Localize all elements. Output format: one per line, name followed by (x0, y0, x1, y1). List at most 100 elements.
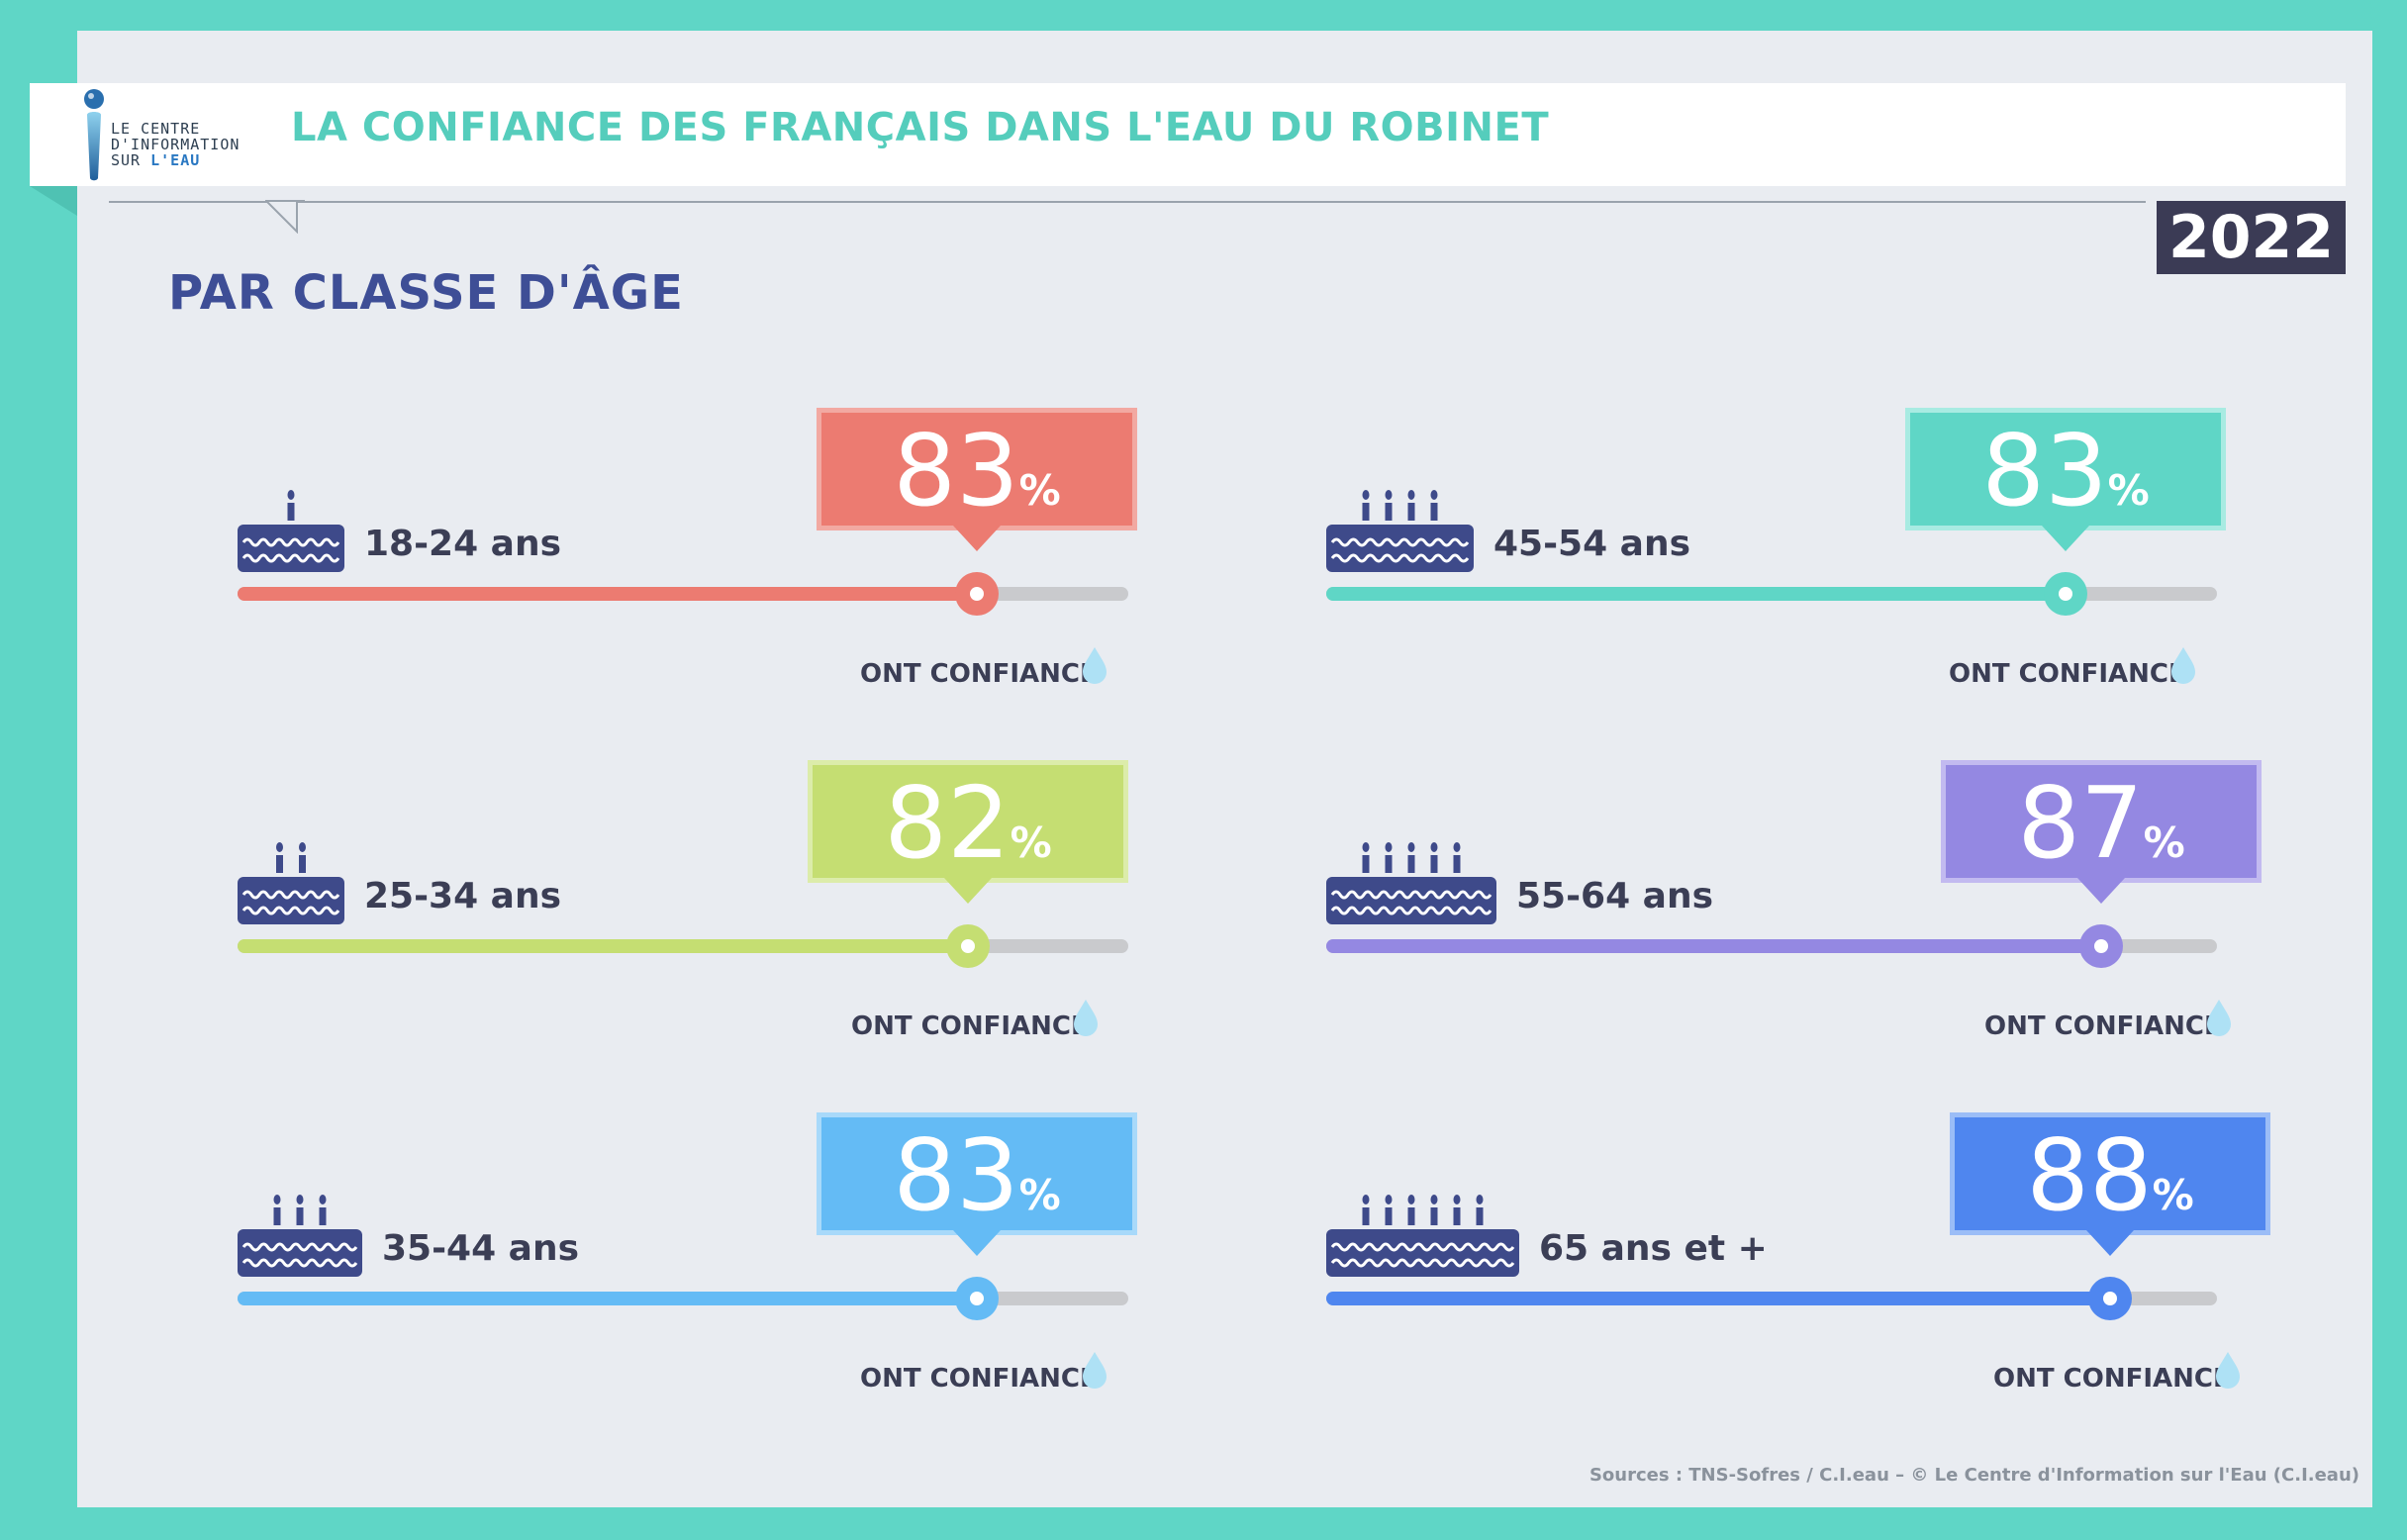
logo-line-2: D'INFORMATION (111, 136, 241, 153)
value-callout: 87% (1941, 760, 2262, 904)
candle-flame (1430, 490, 1438, 500)
cake-body (238, 877, 344, 924)
candle (1476, 1207, 1484, 1225)
value-callout: 88% (1950, 1112, 2270, 1256)
age-label: 55-64 ans (1516, 876, 1714, 916)
value-label: 82 (884, 765, 1011, 881)
water-drop-icon (2171, 647, 2195, 684)
confidence-track (1326, 1292, 2217, 1305)
candle (1407, 1207, 1415, 1225)
value-marker (946, 924, 990, 968)
candle-flame (1430, 1195, 1438, 1204)
percent-sign: % (2152, 1171, 2194, 1219)
callout-arrow (2042, 526, 2089, 551)
cake-wave (1330, 890, 1492, 900)
water-drop-icon (1083, 1352, 1107, 1389)
logo-line-1: LE CENTRE (111, 120, 201, 138)
header-banner: LE CENTRE D'INFORMATION SUR L'EAU LA CON… (30, 83, 2346, 186)
cake-wave (1330, 1258, 1515, 1268)
candle-flame (276, 842, 283, 852)
candle (319, 1207, 327, 1225)
candle (287, 503, 295, 521)
candle (273, 1207, 281, 1225)
confidence-caption: ONT CONFIANCE (1949, 659, 2186, 689)
value-callout: 83% (1905, 408, 2226, 551)
candle (276, 855, 283, 873)
divider-pointer (265, 200, 305, 234)
confidence-track (238, 1292, 1128, 1305)
value-marker-dot (970, 1292, 984, 1305)
candle (1430, 1207, 1438, 1225)
confidence-track (1326, 587, 2217, 601)
callout-arrow (2077, 878, 2125, 904)
header-divider (109, 201, 2146, 203)
age-group-item: 55-64 ans 87% ONT CONFIANCE (1326, 760, 2262, 1057)
cake-wave (241, 1242, 358, 1252)
candle-flame (299, 842, 306, 852)
percent-sign: % (1018, 1171, 1061, 1219)
cake-wave (241, 537, 340, 547)
candle (1362, 1207, 1370, 1225)
candle-flame (273, 1195, 281, 1204)
percent-sign: % (2107, 466, 2150, 515)
age-label: 25-34 ans (364, 876, 562, 916)
value-marker (955, 572, 999, 616)
confidence-track (238, 587, 1128, 601)
age-group-item: 35-44 ans 83% ONT CONFIANCE (238, 1112, 1138, 1409)
value-marker (2079, 924, 2123, 968)
birthday-cake-icon (1326, 842, 1496, 924)
banner-fold (30, 186, 77, 216)
candle (1407, 503, 1415, 521)
candle-flame (1407, 490, 1415, 500)
value-marker (2088, 1277, 2132, 1320)
percent-sign: % (2143, 818, 2185, 867)
candle-flame (1385, 842, 1393, 852)
candle (1430, 503, 1438, 521)
age-label: 35-44 ans (382, 1228, 580, 1269)
candle-flame (1362, 490, 1370, 500)
callout-arrow (944, 878, 992, 904)
value-callout: 83% (817, 1112, 1137, 1256)
cake-wave (241, 553, 340, 563)
callout-arrow (953, 526, 1001, 551)
callout-arrow (953, 1230, 1001, 1256)
confidence-track (1326, 939, 2217, 953)
candle (296, 1207, 304, 1225)
candle-flame (1476, 1195, 1484, 1204)
page-title: LA CONFIANCE DES FRANÇAIS DANS L'EAU DU … (291, 105, 1550, 150)
logo-text: LE CENTRE D'INFORMATION SUR L'EAU (111, 121, 240, 168)
candle-flame (1453, 842, 1461, 852)
candle (1453, 855, 1461, 873)
birthday-cake-icon (238, 490, 344, 572)
value-label: 83 (893, 413, 1019, 529)
confidence-bar (238, 1292, 977, 1305)
confidence-bar (238, 587, 977, 601)
value-marker-dot (2103, 1292, 2117, 1305)
confidence-bar (1326, 587, 2066, 601)
candle-flame (1385, 490, 1393, 500)
candle-flame (1385, 1195, 1393, 1204)
value-marker-dot (970, 587, 984, 601)
cake-wave (241, 1258, 358, 1268)
cake-wave (1330, 537, 1470, 547)
value-label: 88 (2026, 1117, 2153, 1233)
candle (1430, 855, 1438, 873)
water-drop-icon (1083, 647, 1107, 684)
candle (299, 855, 306, 873)
percent-sign: % (1018, 466, 1061, 515)
candle-flame (1362, 1195, 1370, 1204)
confidence-bar (1326, 939, 2101, 953)
value-label: 83 (1981, 413, 2108, 529)
water-drop-logo-icon (84, 89, 104, 181)
callout-arrow (2086, 1230, 2134, 1256)
age-group-item: 65 ans et + 88% ONT CONFIANCE (1326, 1112, 2270, 1409)
section-subtitle: PAR CLASSE D'ÂGE (168, 265, 684, 321)
birthday-cake-icon (238, 842, 344, 924)
birthday-cake-icon (238, 1195, 362, 1277)
percent-sign: % (1010, 818, 1052, 867)
value-callout: 83% (817, 408, 1137, 551)
candle-flame (1407, 842, 1415, 852)
value-marker-dot (2059, 587, 2072, 601)
value-marker (2044, 572, 2087, 616)
cake-wave (241, 906, 340, 915)
